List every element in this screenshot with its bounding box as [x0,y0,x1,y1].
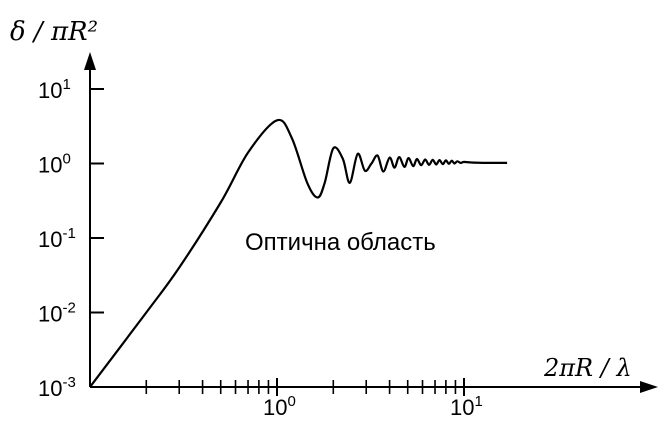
x-tick-label: 100 [263,393,296,420]
y-tick-label: 10-3 [38,374,76,401]
y-tick-label-exponent: -3 [62,374,75,391]
y-tick-label-exponent: 0 [62,151,70,168]
x-tick-label-exponent: 0 [287,393,295,410]
optical-region-annotation: Оптична область [245,229,436,256]
x-axis-arrow [640,381,658,393]
x-tick-label-exponent: 1 [474,393,482,410]
x-tick-label-base: 10 [263,395,287,420]
y-tick-label: 10-1 [38,225,76,252]
y-tick-label: 100 [38,151,71,178]
y-axis-arrow [84,52,96,70]
series-line-0 [89,118,508,388]
y-tick-label-base: 10 [38,376,62,401]
y-tick-label-exponent: 1 [62,76,70,93]
x-tick-label: 101 [450,393,483,420]
y-tick-label-base: 10 [38,153,62,178]
y-tick-label-base: 10 [38,227,62,252]
y-tick-label-exponent: -1 [62,225,75,242]
y-axis-label: δ / πR² [10,17,98,47]
x-axis-label: 2πR / λ [543,354,632,382]
y-tick-label-base: 10 [38,78,62,103]
y-tick-label: 101 [38,76,71,103]
y-tick-label: 10-2 [38,300,76,327]
y-tick-label-base: 10 [38,302,62,327]
x-tick-label-base: 10 [450,395,474,420]
y-tick-label-exponent: -2 [62,300,75,317]
